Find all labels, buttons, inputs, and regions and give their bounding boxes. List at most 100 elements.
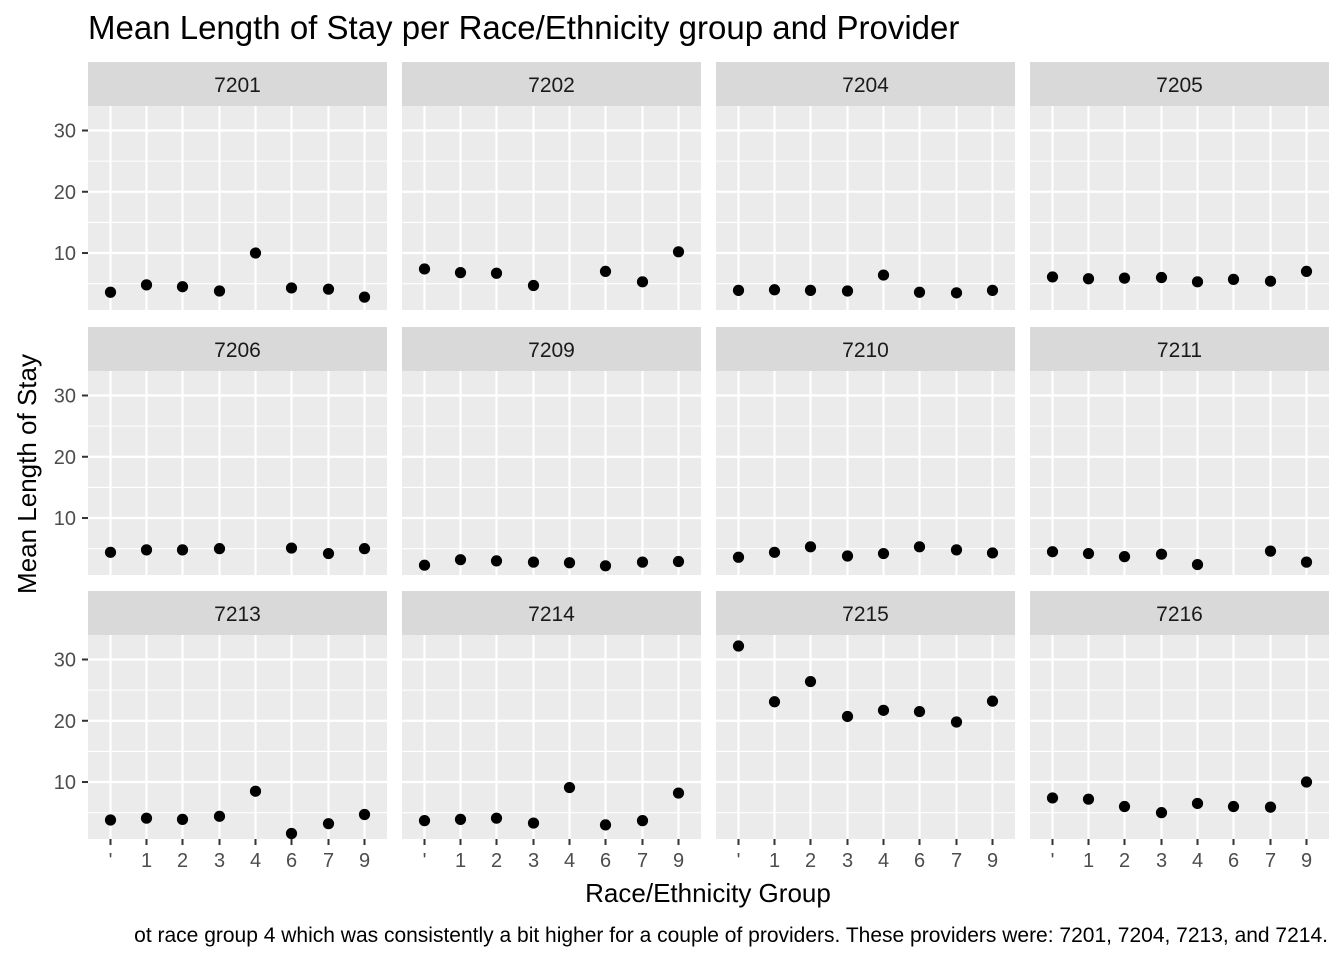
x-tick-label: 9 xyxy=(987,850,998,872)
panel-background xyxy=(1030,371,1329,575)
data-point xyxy=(877,269,890,281)
panel-background xyxy=(716,106,1015,310)
data-point xyxy=(418,263,431,275)
facet-strip xyxy=(716,591,1015,635)
x-tick-label: 7 xyxy=(323,850,334,872)
x-tick-label: 9 xyxy=(359,850,370,872)
data-point xyxy=(490,555,503,567)
data-point xyxy=(249,785,262,797)
data-point xyxy=(213,543,226,555)
facet-panel-7213: 7213 10 20 30 ' 1 2 3 4 6 7 9 xyxy=(54,591,387,872)
data-point xyxy=(140,812,153,824)
data-point xyxy=(732,640,745,652)
facet-panel-7209: 7209 xyxy=(402,327,701,575)
data-point xyxy=(841,285,854,297)
x-tick-label: ' xyxy=(109,850,113,872)
data-point xyxy=(1227,273,1240,285)
facet-panel-7202: 7202 xyxy=(402,62,701,310)
facet-strip xyxy=(402,327,701,371)
data-point xyxy=(913,705,926,718)
data-point xyxy=(599,560,612,572)
data-point xyxy=(104,546,117,558)
facet-panel-7216: 7216 ' 1 2 3 4 6 7 9 xyxy=(1030,591,1329,872)
panel-background xyxy=(402,371,701,575)
x-tick-label: 2 xyxy=(491,850,502,872)
facet-strip-label: 7205 xyxy=(1156,74,1203,97)
x-tick-label: 9 xyxy=(673,850,684,872)
data-point xyxy=(1191,558,1204,571)
data-point xyxy=(140,279,153,291)
data-point xyxy=(1082,547,1095,560)
y-tick-label: 30 xyxy=(54,650,76,672)
data-point xyxy=(285,542,298,554)
data-point xyxy=(1191,276,1204,288)
x-tick-label: 3 xyxy=(1156,850,1167,872)
data-point xyxy=(841,550,854,562)
data-point xyxy=(599,819,612,831)
data-point xyxy=(1046,792,1059,804)
data-point xyxy=(1082,273,1095,285)
data-point xyxy=(950,716,963,728)
facet-strip-label: 7201 xyxy=(214,74,261,97)
chart-caption: ot race group 4 which was consistently a… xyxy=(134,924,1328,947)
facet-panel-7215: 7215 ' 1 2 3 4 6 7 9 xyxy=(716,591,1015,872)
data-point xyxy=(104,814,117,826)
data-point xyxy=(1046,271,1059,283)
y-axis-title: Mean Length of Stay xyxy=(12,354,42,594)
data-point xyxy=(527,556,540,568)
x-tick-label: 1 xyxy=(1083,850,1094,872)
y-tick-label: 20 xyxy=(54,182,76,204)
panel-background xyxy=(88,106,387,310)
facet-strip xyxy=(88,327,387,371)
data-point xyxy=(285,282,298,294)
panel-background xyxy=(1030,106,1329,310)
x-tick-label: ' xyxy=(1051,850,1055,872)
x-tick-label: 6 xyxy=(286,850,297,872)
data-point xyxy=(841,710,854,723)
data-point xyxy=(950,544,963,556)
panel-background xyxy=(716,371,1015,575)
data-point xyxy=(358,543,371,555)
data-point xyxy=(285,827,298,840)
x-tick-label: 7 xyxy=(1265,850,1276,872)
x-tick-label: 4 xyxy=(250,850,261,872)
data-point xyxy=(672,555,685,568)
x-tick-label: 1 xyxy=(455,850,466,872)
y-tick-label: 10 xyxy=(54,508,76,530)
data-point xyxy=(804,541,817,553)
facet-strip-label: 7206 xyxy=(214,339,261,362)
data-point xyxy=(636,815,649,827)
data-point xyxy=(672,787,685,799)
data-point xyxy=(418,559,431,571)
x-tick-label: 6 xyxy=(914,850,925,872)
facet-strip xyxy=(716,62,1015,106)
data-point xyxy=(1300,556,1313,568)
x-tick-label: 7 xyxy=(951,850,962,872)
x-tick-label: 2 xyxy=(805,850,816,872)
facet-strip-label: 7202 xyxy=(528,74,575,97)
y-tick-label: 10 xyxy=(54,772,76,794)
data-point xyxy=(358,808,371,821)
facet-strip xyxy=(88,591,387,635)
x-tick-label: 7 xyxy=(637,850,648,872)
facet-strip-label: 7216 xyxy=(1156,603,1203,626)
data-point xyxy=(1300,776,1313,788)
data-point xyxy=(176,544,189,556)
facet-panel-7210: 7210 xyxy=(716,327,1015,575)
data-point xyxy=(490,812,503,824)
data-point xyxy=(804,675,817,688)
facet-strip-label: 7211 xyxy=(1157,339,1202,362)
facet-strip-label: 7210 xyxy=(842,339,889,362)
facet-strip xyxy=(1030,62,1329,106)
data-point xyxy=(563,557,576,569)
x-tick-label: 1 xyxy=(769,850,780,872)
data-point xyxy=(322,547,335,560)
data-point xyxy=(986,284,999,296)
facet-strip-label: 7214 xyxy=(528,603,575,626)
panel-background xyxy=(716,635,1015,839)
data-point xyxy=(636,276,649,288)
data-point xyxy=(1118,551,1131,563)
data-point xyxy=(322,818,335,830)
panel-background xyxy=(402,635,701,839)
